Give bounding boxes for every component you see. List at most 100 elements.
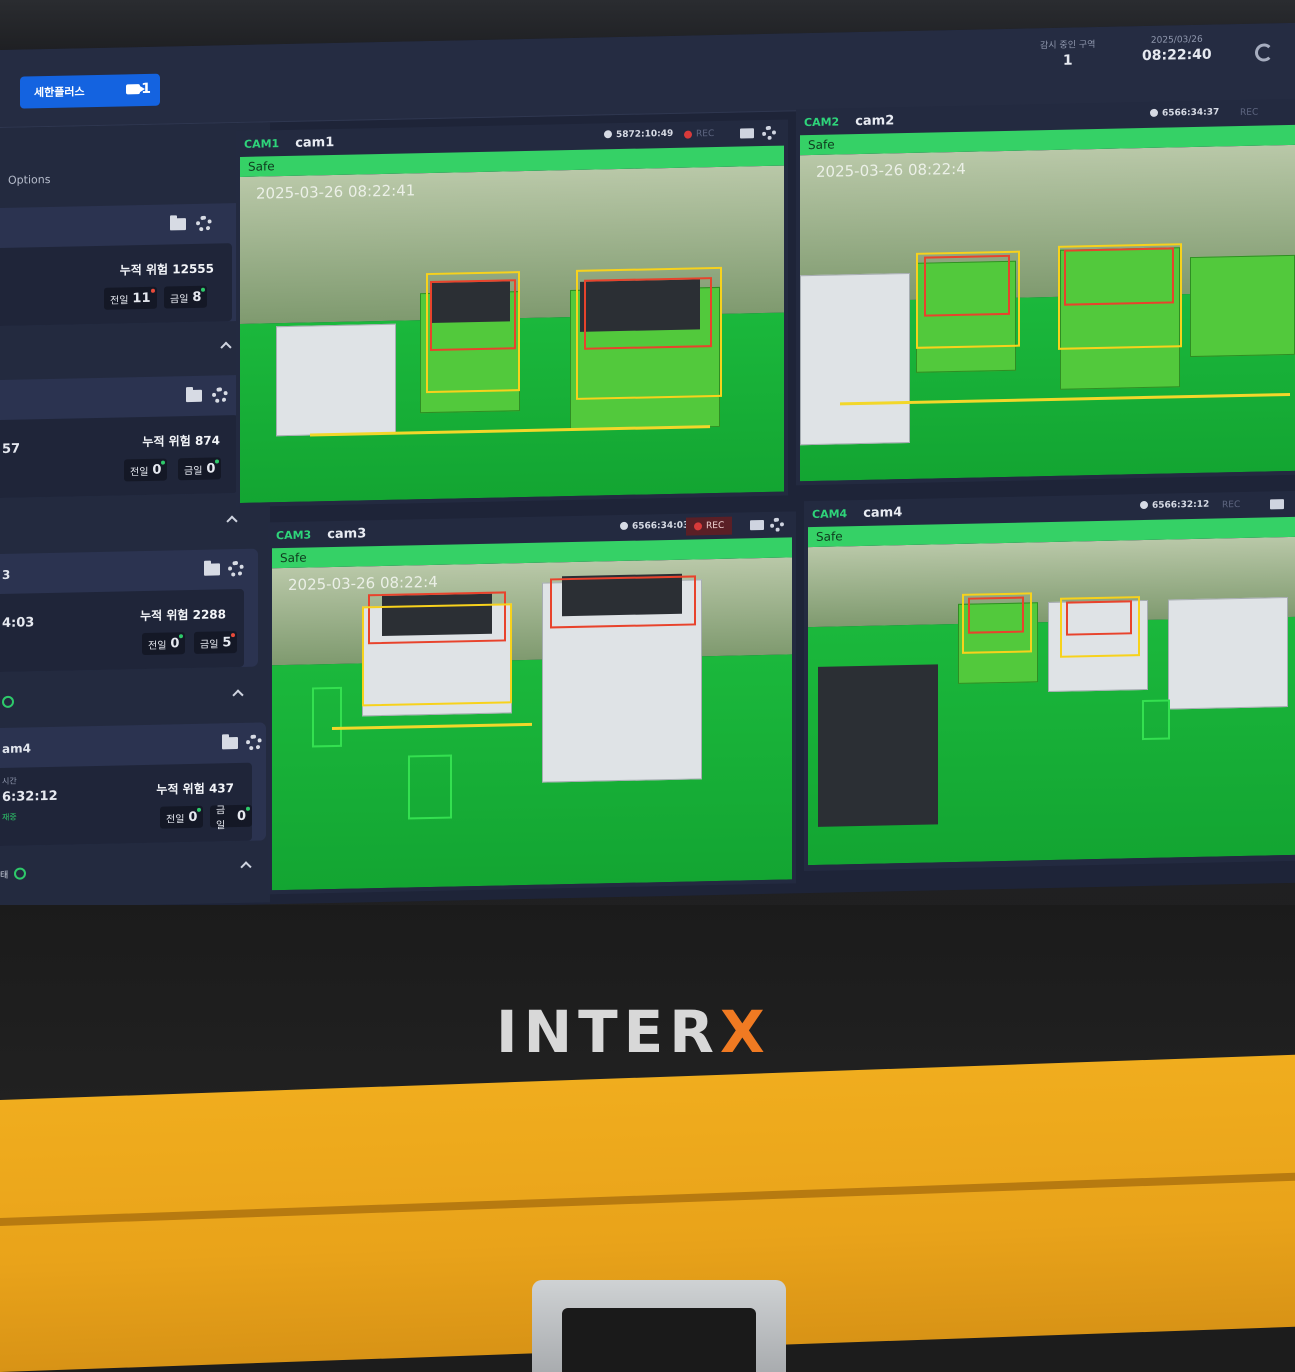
status-dot-icon [197,807,202,812]
alert-dot-icon [231,633,236,638]
zone-footer-2[interactable] [0,507,252,546]
previous-day-count: 전일 0 [160,805,204,829]
camera-feed[interactable]: 2025-03-26 08:22:41 [240,165,784,503]
camera-feed[interactable] [808,536,1295,866]
camera-panel-cam4[interactable]: CAM4 cam4 6566:32:12 REC Safe [804,490,1295,872]
options-label: Options [8,172,51,187]
chevron-up-icon[interactable] [220,341,232,353]
record-label: REC [1222,500,1241,511]
today-label: 금일 [200,638,219,651]
record-dot-icon [684,130,692,139]
gear-icon[interactable] [212,387,228,404]
previous-day-value: 0 [152,462,162,478]
folder-icon[interactable] [750,519,764,531]
zone-stats: 57 누적 위험 874 전일 0 금일 0 [0,415,238,498]
folder-icon[interactable] [204,563,220,576]
today-count: 금일 5 [194,631,238,654]
previous-day-value: 0 [188,809,198,825]
zone-footer-3[interactable] [0,681,258,720]
danger-zone-box [1066,600,1132,636]
chevron-up-icon[interactable] [240,861,252,873]
feed-ceiling [272,557,792,665]
previous-day-count: 전일 0 [124,458,168,482]
zone-footer-1[interactable] [0,333,246,372]
gear-icon[interactable] [196,215,212,232]
current-time: 08:22:40 [1142,46,1212,65]
record-button[interactable]: REC [1232,103,1266,122]
today-value: 8 [192,289,202,305]
feed-floor [272,654,792,891]
drawer-handle[interactable] [532,1280,786,1372]
elapsed-time: 6:32:12 [2,788,58,805]
camera-feed[interactable]: 2025-03-26 08:22:4 [800,144,1295,482]
zone-card-3[interactable]: 3 4:03 누적 위험 2288 전일 0 금일 5 [0,548,258,672]
record-label: REC [696,129,715,140]
previous-day-label: 전일 [130,466,149,478]
folder-icon[interactable] [222,737,238,750]
folder-icon[interactable] [740,128,754,139]
monitoring-zone-stat: 감시 중인 구역 1 [1040,37,1095,69]
previous-day-count: 전일 11 [104,286,157,310]
cumulative-risk: 누적 위험 874 [142,433,220,450]
machine-cabinet [800,272,910,446]
chevron-up-icon[interactable] [232,689,244,701]
machine-cabinet [276,323,396,437]
camera-panel-cam2[interactable]: CAM2 cam2 6566:34:37 REC Safe 2025-03-26… [796,98,1295,486]
camera-panel-cam3[interactable]: CAM3 cam3 6566:34:03 REC Safe 2025-03-26… [268,511,796,895]
gear-icon[interactable] [246,734,262,751]
zone-footer-4[interactable]: 태 [0,852,266,892]
elapsed-time: 57 [2,441,21,457]
danger-zone-box [968,596,1024,634]
today-value: 5 [222,634,232,650]
workbench [818,664,938,827]
person-detection-box [312,686,342,748]
previous-day-value: 11 [132,290,151,306]
previous-day-count: 전일 0 [142,632,186,656]
cumulative-risk: 누적 위험 12555 [119,261,214,278]
alert-dot-icon [150,288,155,293]
status-dot-icon [215,459,220,464]
zone-card-1[interactable]: 누적 위험 12555 전일 11 금일 8 [0,202,246,326]
camera-panel-cam1[interactable]: CAM1 cam1 5872:10:49 REC Safe 2025-03-26… [236,119,788,508]
feed-timestamp: 2025-03-26 08:22:4 [816,159,966,181]
machine-cabinet [1168,597,1288,710]
camera-uptime: 5872:10:49 [604,129,673,140]
zone-stats: 4:03 누적 위험 2288 전일 0 금일 5 [0,588,244,672]
today-value: 0 [206,460,216,477]
record-button[interactable]: REC [1214,496,1248,515]
today-count: 금일 0 [178,457,222,481]
danger-zone-box [1064,247,1174,306]
zone-sidebar: Options 누적 위험 12555 전일 11 금일 8 [0,122,270,909]
person-detection-box [408,754,452,820]
camera-feed[interactable]: 2025-03-26 08:22:4 [272,557,792,891]
camera-id: CAM2 [804,114,840,129]
record-button[interactable]: REC [686,516,733,536]
camera-uptime: 6566:34:37 [1150,107,1219,118]
cumulative-risk: 누적 위험 2288 [140,607,226,624]
folder-icon[interactable] [186,389,202,403]
previous-day-label: 전일 [148,640,167,652]
today-label: 금일 [184,465,203,477]
company-label: 세한플러스 [34,85,85,100]
monitoring-zone-label: 감시 중인 구역 [1040,40,1096,52]
feed-timestamp: 2025-03-26 08:22:4 [288,572,438,594]
danger-zone-box [550,575,696,629]
zone-title: 3 [2,567,11,582]
chevron-up-icon[interactable] [226,515,238,527]
camera-uptime: 6566:32:12 [1140,500,1209,511]
record-button[interactable]: REC [676,125,722,144]
folder-icon[interactable] [1270,499,1284,510]
gear-icon[interactable] [228,560,244,578]
zone-card-2[interactable]: 57 누적 위험 874 전일 0 금일 0 [0,374,252,498]
camera-name: cam1 [295,134,335,151]
zone-card-4[interactable]: am4 시간 6:32:12 재중 누적 위험 437 전일 0 금일 0 [0,722,266,846]
refresh-icon[interactable] [1255,43,1273,62]
folder-icon[interactable] [170,218,186,231]
status-dot-icon [161,460,166,465]
camera-name: cam2 [855,112,895,129]
cumulative-risk: 누적 위험 437 [156,781,234,797]
check-circle-icon [2,695,14,708]
check-circle-icon [14,867,26,880]
company-button[interactable]: 세한플러스 1 [20,73,160,109]
